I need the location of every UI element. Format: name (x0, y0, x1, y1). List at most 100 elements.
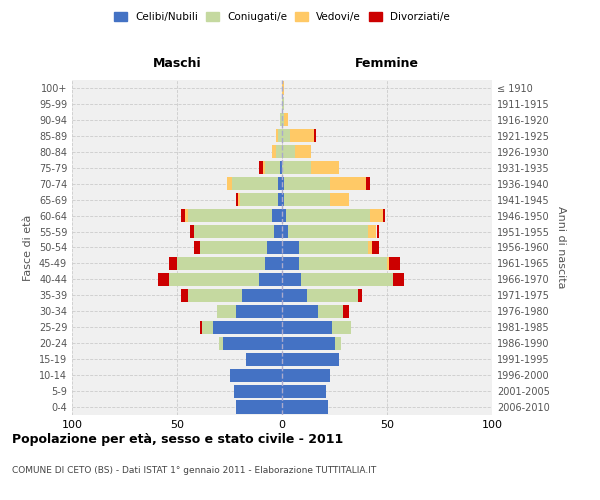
Bar (282, 320, 332, 334)
Bar (181, 289, 187, 302)
Bar (278, 130, 282, 142)
Bar (286, 209, 370, 222)
Bar (284, 114, 289, 126)
Bar (259, 161, 263, 174)
Bar (232, 177, 278, 190)
Bar (282, 177, 284, 190)
Bar (370, 209, 383, 222)
Bar (318, 305, 343, 318)
Text: Maschi: Maschi (152, 58, 202, 70)
Bar (187, 209, 271, 222)
Bar (236, 193, 238, 206)
Text: Femmine: Femmine (355, 58, 419, 70)
Bar (299, 241, 368, 254)
Bar (387, 257, 389, 270)
Bar (234, 384, 282, 398)
Bar (299, 257, 387, 270)
Bar (314, 130, 316, 142)
Bar (169, 273, 259, 286)
Bar (268, 241, 282, 254)
Bar (282, 98, 284, 110)
Bar (368, 225, 377, 238)
Bar (282, 368, 331, 382)
Bar (331, 177, 366, 190)
Bar (389, 257, 400, 270)
Y-axis label: Anni di nascita: Anni di nascita (556, 206, 566, 288)
Bar (284, 177, 331, 190)
Bar (282, 352, 338, 366)
Bar (358, 289, 362, 302)
Bar (280, 161, 282, 174)
Bar (217, 305, 236, 318)
Bar (282, 209, 286, 222)
Bar (238, 193, 240, 206)
Bar (158, 273, 169, 286)
Bar (200, 241, 268, 254)
Bar (282, 289, 307, 302)
Bar (332, 320, 351, 334)
Bar (301, 273, 394, 286)
Bar (271, 145, 276, 158)
Bar (242, 289, 282, 302)
Bar (282, 82, 284, 94)
Bar (265, 257, 282, 270)
Bar (295, 145, 311, 158)
Text: COMUNE DI CETO (BS) - Dati ISTAT 1° gennaio 2011 - Elaborazione TUTTITALIA.IT: COMUNE DI CETO (BS) - Dati ISTAT 1° genn… (12, 466, 376, 475)
Bar (188, 289, 242, 302)
Bar (213, 320, 282, 334)
Bar (263, 161, 265, 174)
Bar (282, 241, 299, 254)
Bar (278, 177, 282, 190)
Bar (282, 305, 318, 318)
Bar (383, 209, 385, 222)
Legend: Celibi/Nubili, Coniugati/e, Vedovi/e, Divorziati/e: Celibi/Nubili, Coniugati/e, Vedovi/e, Di… (110, 8, 454, 26)
Bar (282, 384, 326, 398)
Bar (177, 257, 265, 270)
Bar (169, 257, 177, 270)
Bar (280, 114, 282, 126)
Text: Popolazione per età, sesso e stato civile - 2011: Popolazione per età, sesso e stato civil… (12, 432, 343, 446)
Bar (311, 161, 338, 174)
Bar (282, 193, 284, 206)
Bar (282, 273, 301, 286)
Bar (276, 145, 282, 158)
Bar (372, 241, 379, 254)
Bar (282, 130, 290, 142)
Bar (282, 114, 284, 126)
Y-axis label: Fasce di età: Fasce di età (23, 214, 33, 280)
Bar (194, 241, 200, 254)
Bar (377, 225, 379, 238)
Bar (236, 400, 282, 413)
Bar (247, 352, 282, 366)
Bar (236, 305, 282, 318)
Bar (276, 130, 278, 142)
Bar (343, 305, 349, 318)
Bar (271, 209, 282, 222)
Bar (307, 289, 358, 302)
Bar (202, 320, 213, 334)
Bar (259, 273, 282, 286)
Bar (331, 193, 349, 206)
Bar (190, 225, 194, 238)
Bar (282, 400, 328, 413)
Bar (284, 193, 331, 206)
Bar (194, 225, 274, 238)
Bar (227, 177, 232, 190)
Bar (278, 193, 282, 206)
Bar (282, 225, 289, 238)
Bar (394, 273, 404, 286)
Bar (366, 177, 370, 190)
Bar (240, 193, 278, 206)
Bar (368, 241, 372, 254)
Bar (289, 225, 368, 238)
Bar (229, 368, 282, 382)
Bar (219, 336, 223, 350)
Bar (290, 130, 314, 142)
Bar (185, 209, 187, 222)
Bar (265, 161, 280, 174)
Bar (181, 209, 185, 222)
Bar (335, 336, 341, 350)
Bar (200, 320, 202, 334)
Bar (282, 336, 335, 350)
Bar (282, 161, 311, 174)
